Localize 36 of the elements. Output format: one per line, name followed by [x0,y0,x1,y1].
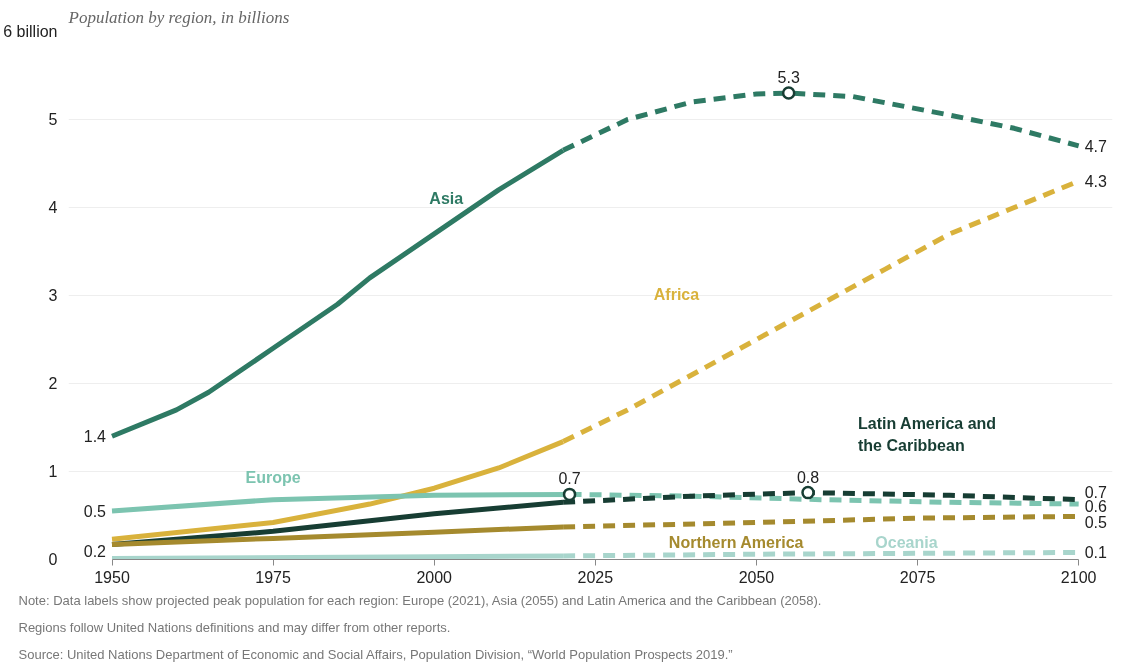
data-label: 0.1 [1084,544,1108,562]
chart-title: Population by region, in billions [67,7,290,27]
y-tick-label: 2 [48,375,58,392]
x-tick-label: 2075 [899,568,936,586]
y-tick-label: 3 [48,287,58,304]
series-label: Europe [245,469,301,487]
annotation: 0.8 [796,468,820,486]
data-label: 4.7 [1084,137,1108,155]
data-label: 1.4 [83,428,107,446]
data-label: 0.2 [83,542,107,560]
annotation: 5.3 [777,69,800,87]
source-note: Source: United Nations Department of Economic and Social Affairs, Population Division, “World Population Prospects 2019.” [18,646,733,662]
data-label: 0.5 [83,503,107,521]
text: Note: Data labels show projected peak population for each region: Europe (2021), Asia (2055) and Latin America and the Caribbean (2058). [18,592,822,608]
text: Africa [653,286,700,303]
y-tick-label: 5 [48,111,58,128]
data-label: 0.6 [1084,498,1108,516]
text: Regions follow United Nations definitions and may differ from other reports. [18,619,451,635]
data-label: 0.7 [1084,483,1108,501]
data-label: 4.3 [1084,173,1108,191]
series-label: Northern America [668,534,804,552]
y-tick-label: 4 [48,199,58,216]
x-tick-label: 2025 [577,568,614,586]
y-tick-label: 6 billion [3,23,58,40]
x-tick-label: 2000 [416,568,453,586]
annotation: 0.7 [558,470,581,488]
x-tick-label: 1950 [94,568,130,586]
series-label: Oceania [875,533,938,551]
text: Latin America and the Caribbean [858,415,997,455]
y-tick-label: 1 [48,463,58,480]
x-tick-label: 2050 [738,568,775,586]
data-label: 0.5 [1084,514,1108,532]
x-tick-label: 2100 [1060,568,1097,586]
y-tick-label: 0 [48,551,58,568]
x-tick-label: 1975 [255,568,292,586]
series-label: Asia [429,190,464,208]
